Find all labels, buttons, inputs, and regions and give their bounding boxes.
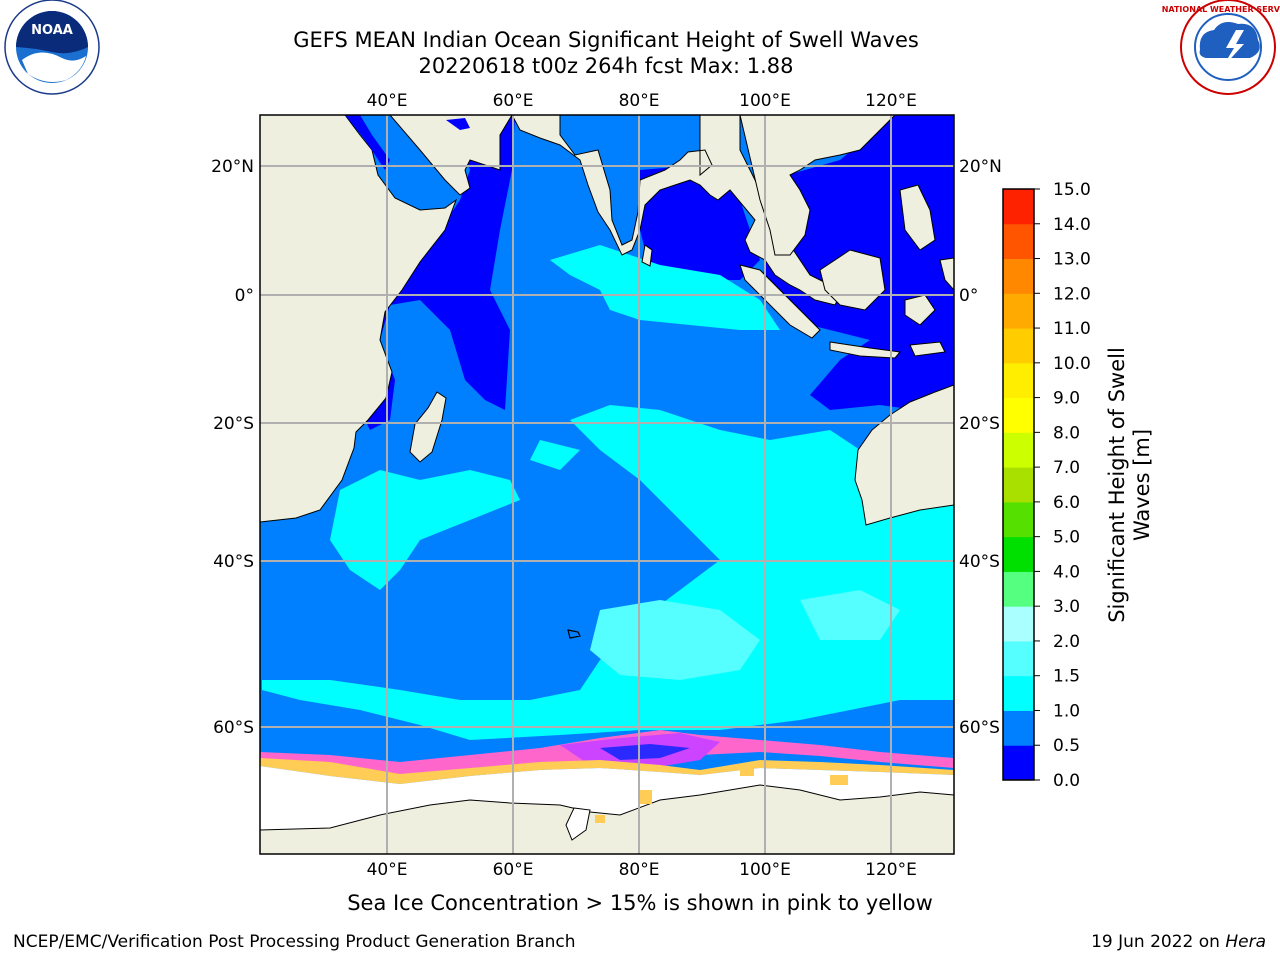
colorbar-tick-labels: 0.0 0.5 1.0 1.5 2.0 3.0 4.0 5.0 6.0 7.0 8.0 9.0 10.0…	[1034, 180, 1091, 791]
colorbar-tick-label: 4.0	[1053, 562, 1080, 582]
colorbar-box	[1003, 606, 1034, 642]
colorbar-tick-label: 14.0	[1053, 215, 1091, 235]
colorbar-tick-label: 13.0	[1053, 250, 1091, 270]
map-gridlines	[260, 115, 954, 854]
lon-ticks-bottom: 40°E 60°E 80°E 100°E 120°E	[367, 860, 917, 880]
colorbar-box	[1003, 362, 1034, 399]
colorbar-box	[1003, 432, 1034, 468]
nws-logo: NATIONAL WEATHER SERVICE	[1162, 0, 1280, 95]
sea-ice-caption: Sea Ice Concentration > 15% is shown in …	[347, 891, 933, 915]
lon-tick-top: 80°E	[619, 91, 660, 111]
lat-tick-left: 0°	[235, 286, 254, 306]
noaa-logo: NOAA	[4, 0, 100, 95]
lat-tick-right: 60°S	[959, 718, 1000, 738]
colorbar-tick-label: 3.0	[1053, 597, 1080, 617]
sea-ice-band	[260, 730, 954, 784]
noaa-logo-text: NOAA	[31, 23, 73, 38]
footer-date-text: 19 Jun 2022 on	[1091, 932, 1220, 952]
lat-tick-right: 20°S	[959, 414, 1000, 434]
footer-credit: NCEP/EMC/Verification Post Processing Pr…	[13, 932, 576, 952]
colorbar-tick-label: 0.5	[1053, 736, 1080, 756]
africa-land	[260, 115, 458, 523]
colorbar-box	[1003, 710, 1034, 746]
colorbar-tick-label: 10.0	[1053, 354, 1091, 374]
colorbar-tick-label: 1.5	[1053, 667, 1080, 687]
lat-tick-left: 20°N	[211, 157, 254, 177]
colorbar-tick-label: 2.0	[1053, 632, 1080, 652]
java-land	[829, 341, 901, 359]
colorbar-tick-label: 15.0	[1053, 180, 1091, 200]
lon-tick-bottom: 120°E	[865, 860, 917, 880]
colorbar-box	[1003, 258, 1034, 294]
lat-tick-right: 0°	[959, 286, 978, 306]
lon-tick-bottom: 60°E	[493, 860, 534, 880]
antarctica-land	[260, 784, 954, 854]
footer-date: 19 Jun 2022 on Hera	[1091, 932, 1266, 952]
lat-ticks-left: 20°N 0° 20°S 40°S 60°S	[211, 157, 254, 738]
lat-tick-right: 40°S	[959, 552, 1000, 572]
lon-tick-bottom: 80°E	[619, 860, 660, 880]
lat-tick-left: 60°S	[213, 718, 254, 738]
colorbar-tick-label: 5.0	[1053, 528, 1080, 548]
colorbar-tick-label: 8.0	[1053, 423, 1080, 443]
colorbar-label-line1: Significant Height of Swell	[1105, 347, 1129, 623]
colorbar	[1003, 189, 1034, 781]
se-asia-land	[739, 115, 896, 256]
colorbar-frame	[1002, 188, 1035, 781]
colorbar-tick-label: 0.0	[1053, 771, 1080, 791]
colorbar-box	[1003, 640, 1034, 677]
colorbar-tick-label: 6.0	[1053, 493, 1080, 513]
lon-ticks-top: 40°E 60°E 80°E 100°E 120°E	[367, 91, 917, 111]
colorbar-tick-label: 11.0	[1053, 319, 1091, 339]
colorbar-box	[1003, 745, 1034, 781]
philippines-land	[899, 184, 936, 251]
map-subtitle: 20220618 t00z 264h fcst Max: 1.88	[418, 54, 794, 78]
colorbar-box	[1003, 189, 1034, 225]
lon-tick-top: 40°E	[367, 91, 408, 111]
lon-tick-top: 100°E	[739, 91, 791, 111]
map-title: GEFS MEAN Indian Ocean Significant Heigh…	[293, 28, 919, 52]
lon-tick-top: 60°E	[493, 91, 534, 111]
colorbar-tick-label: 1.0	[1053, 701, 1080, 721]
australia-land	[854, 384, 954, 526]
lon-tick-top: 120°E	[865, 91, 917, 111]
lat-tick-left: 40°S	[213, 552, 254, 572]
colorbar-box	[1003, 397, 1034, 433]
colorbar-box	[1003, 536, 1034, 572]
colorbar-box	[1003, 571, 1034, 607]
swell-band-1.0-1.5	[262, 245, 954, 740]
lat-ticks-right: 20°N 0° 20°S 40°S 60°S	[959, 157, 1002, 738]
colorbar-box	[1003, 675, 1034, 711]
colorbar-tick-label: 9.0	[1053, 389, 1080, 409]
colorbar-box	[1003, 328, 1034, 364]
swell-band-1.5-2.0	[590, 590, 900, 680]
lon-tick-bottom: 40°E	[367, 860, 408, 880]
footer-machine: Hera	[1225, 932, 1266, 952]
colorbar-box	[1003, 293, 1034, 329]
colorbar-box	[1003, 501, 1034, 538]
map-area	[260, 115, 954, 854]
colorbar-tick-label: 12.0	[1053, 284, 1091, 304]
map-frame	[259, 114, 955, 855]
madagascar-land	[409, 391, 447, 463]
colorbar-label: Significant Height of Swell Waves [m]	[1105, 347, 1154, 623]
arabia-land	[345, 115, 513, 196]
colorbar-box	[1003, 223, 1034, 260]
colorbar-tick-label: 7.0	[1053, 458, 1080, 478]
sumatra-land	[739, 264, 821, 339]
lat-tick-right: 20°N	[959, 157, 1002, 177]
lon-tick-bottom: 100°E	[739, 860, 791, 880]
colorbar-box	[1003, 467, 1034, 503]
lat-tick-left: 20°S	[213, 414, 254, 434]
colorbar-label-line2: Waves [m]	[1130, 429, 1154, 541]
nws-logo-text: NATIONAL WEATHER SERVICE	[1162, 5, 1280, 14]
